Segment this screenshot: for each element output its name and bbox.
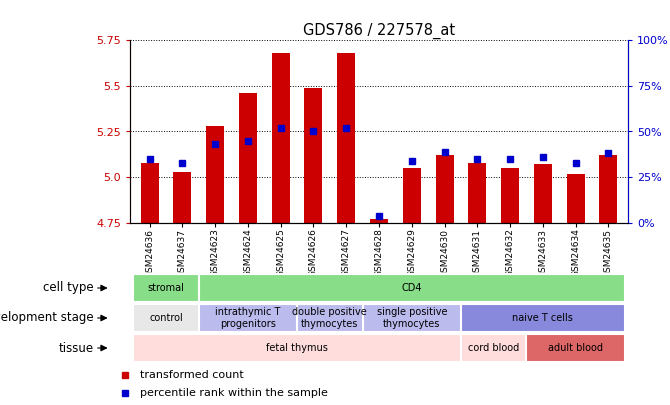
Bar	[370, 220, 388, 223]
Bar	[461, 334, 527, 362]
Bar	[199, 304, 297, 332]
Text: naive T cells: naive T cells	[513, 313, 574, 323]
Bar	[199, 274, 624, 302]
Bar	[501, 168, 519, 223]
Text: transformed count: transformed count	[140, 370, 244, 380]
Bar	[337, 53, 355, 223]
Text: intrathymic T
progenitors: intrathymic T progenitors	[215, 307, 281, 329]
Bar	[133, 334, 461, 362]
Bar	[133, 304, 199, 332]
Bar	[600, 155, 617, 223]
Text: stromal: stromal	[147, 283, 184, 293]
Text: control: control	[149, 313, 183, 323]
Text: cord blood: cord blood	[468, 343, 519, 353]
Text: cell type: cell type	[43, 281, 94, 294]
Text: single positive
thymocytes: single positive thymocytes	[377, 307, 447, 329]
Bar	[534, 164, 552, 223]
Text: CD4: CD4	[401, 283, 422, 293]
Bar	[272, 53, 289, 223]
Bar	[297, 304, 362, 332]
Text: double positive
thymocytes: double positive thymocytes	[293, 307, 367, 329]
Bar	[174, 172, 192, 223]
Bar	[304, 87, 322, 223]
Title: GDS786 / 227578_at: GDS786 / 227578_at	[303, 22, 455, 38]
Bar	[239, 93, 257, 223]
Bar	[468, 163, 486, 223]
Bar	[436, 155, 454, 223]
Bar	[141, 163, 159, 223]
Bar	[461, 304, 624, 332]
Text: development stage: development stage	[0, 311, 94, 324]
Text: percentile rank within the sample: percentile rank within the sample	[140, 388, 328, 398]
Bar	[362, 304, 461, 332]
Text: adult blood: adult blood	[548, 343, 603, 353]
Bar	[206, 126, 224, 223]
Bar	[527, 334, 624, 362]
Text: fetal thymus: fetal thymus	[266, 343, 328, 353]
Bar	[133, 274, 199, 302]
Bar	[567, 174, 585, 223]
Bar	[403, 168, 421, 223]
Text: tissue: tissue	[58, 341, 94, 354]
